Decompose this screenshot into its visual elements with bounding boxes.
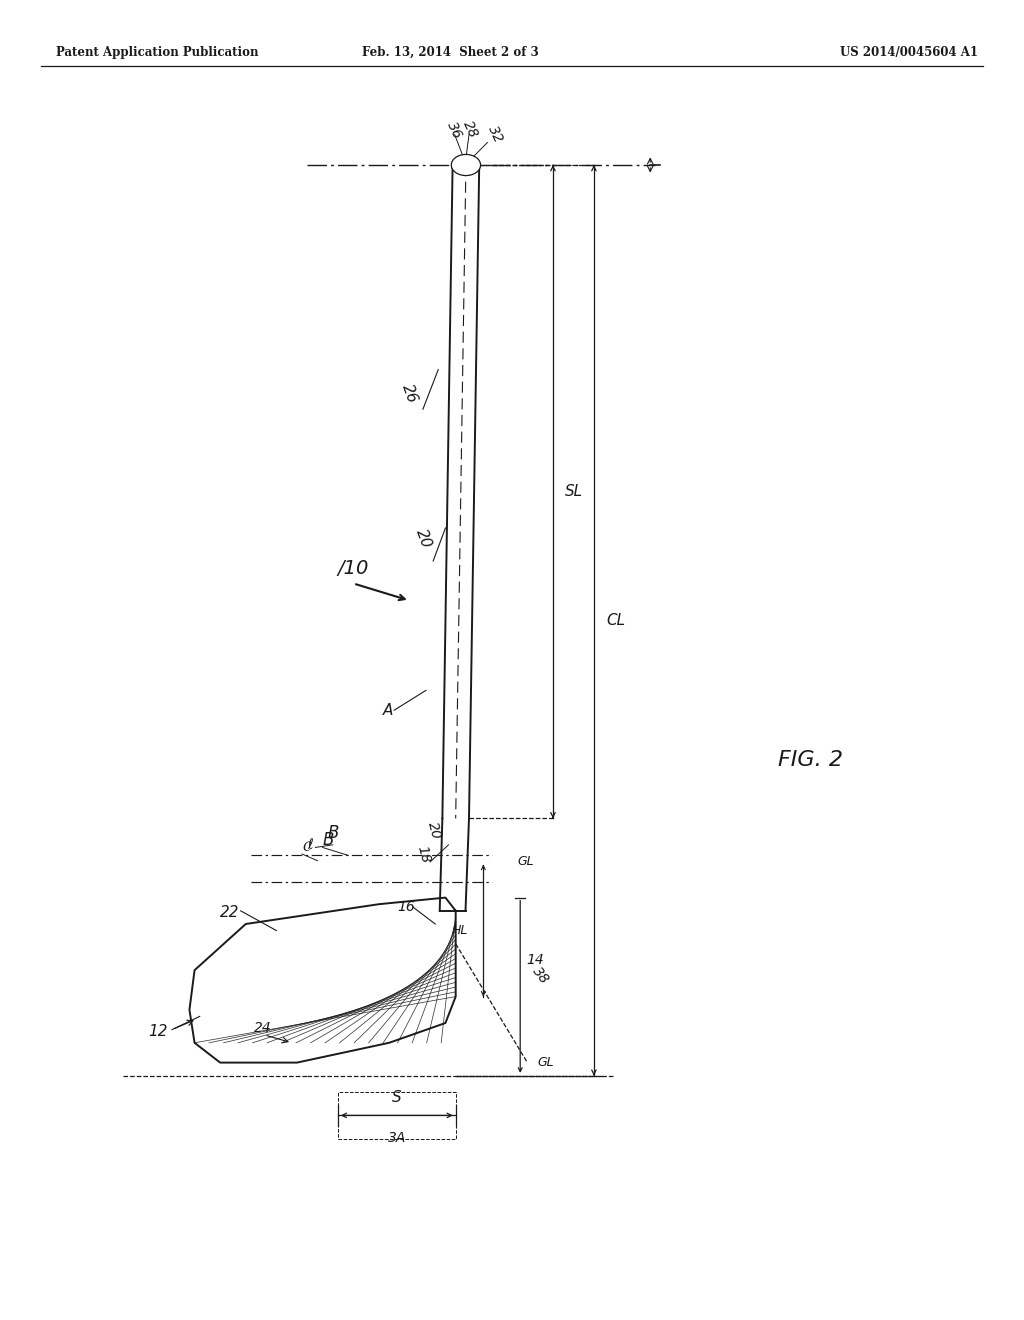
Text: 16: 16: [397, 900, 415, 913]
Text: 14: 14: [526, 953, 544, 966]
Text: 32: 32: [485, 124, 506, 145]
Text: 38: 38: [529, 964, 551, 986]
Text: SL: SL: [565, 484, 584, 499]
Text: 20: 20: [413, 528, 433, 550]
Text: 36: 36: [444, 120, 465, 141]
Text: B: B: [328, 824, 339, 842]
Text: Patent Application Publication: Patent Application Publication: [56, 46, 259, 59]
Text: 24: 24: [254, 1022, 271, 1035]
Ellipse shape: [452, 154, 480, 176]
Text: GL: GL: [538, 1056, 554, 1069]
Text: 3A: 3A: [388, 1131, 406, 1146]
Text: S: S: [392, 1090, 401, 1105]
Text: Feb. 13, 2014  Sheet 2 of 3: Feb. 13, 2014 Sheet 2 of 3: [362, 46, 539, 59]
Text: /10: /10: [338, 560, 370, 578]
Text: US 2014/0045604 A1: US 2014/0045604 A1: [840, 46, 978, 59]
Text: 12: 12: [148, 1024, 168, 1039]
Text: $\mathcal{C}$: $\mathcal{C}$: [302, 841, 312, 854]
Text: GL: GL: [517, 854, 534, 867]
Text: B: B: [323, 830, 334, 849]
Text: CL: CL: [606, 612, 626, 628]
Text: 28: 28: [460, 119, 480, 140]
Text: 20: 20: [425, 821, 443, 841]
Text: 22: 22: [220, 906, 240, 920]
Text: 26: 26: [399, 383, 420, 405]
Text: $\ell$: $\ell$: [307, 837, 314, 851]
Text: 18: 18: [415, 845, 433, 865]
Text: FIG. 2: FIG. 2: [778, 750, 843, 770]
Text: HL: HL: [452, 924, 468, 937]
Text: A: A: [383, 704, 393, 718]
